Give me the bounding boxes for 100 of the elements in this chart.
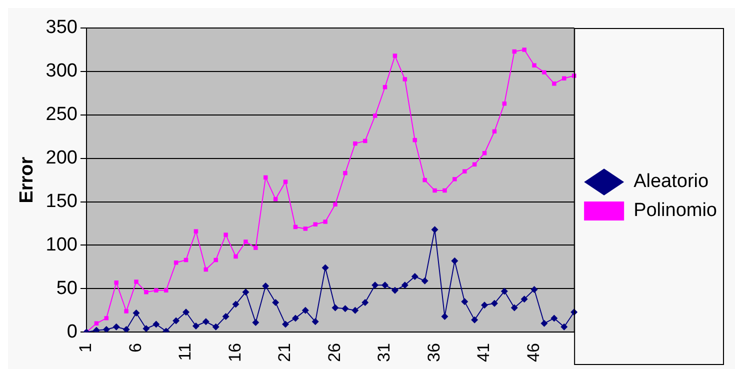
legend-label: Aleatorio	[634, 171, 709, 192]
y-tick-label: 350	[46, 17, 78, 38]
point	[212, 323, 220, 330]
point	[432, 188, 437, 193]
point	[540, 320, 548, 327]
point	[114, 280, 118, 285]
point	[272, 299, 280, 306]
point	[92, 326, 100, 332]
x-tick-label: 11	[176, 343, 195, 361]
point	[142, 325, 150, 332]
y-tick-label: 250	[46, 104, 78, 126]
point	[224, 232, 228, 237]
y-tick-label: 0	[66, 321, 78, 342]
point	[372, 114, 378, 118]
y-tick-label: 200	[46, 148, 78, 169]
point	[422, 178, 427, 182]
point	[154, 288, 158, 293]
point	[313, 222, 318, 226]
point	[192, 322, 200, 330]
point	[302, 306, 309, 314]
point	[262, 282, 270, 290]
point	[560, 323, 568, 330]
point	[500, 288, 508, 295]
point	[352, 306, 359, 314]
point	[172, 317, 180, 324]
point	[244, 240, 248, 244]
x-tick-label: 6	[126, 343, 145, 353]
point	[232, 300, 240, 308]
point	[282, 320, 290, 328]
x-tick-label: 31	[374, 343, 394, 362]
x-tick-label: 36	[424, 343, 444, 362]
point	[411, 272, 418, 280]
point	[490, 300, 498, 307]
point	[292, 314, 299, 322]
x-tick-label: 16	[225, 343, 244, 362]
point	[441, 312, 448, 320]
x-tick-label: 1	[76, 343, 96, 353]
point	[242, 288, 250, 296]
point	[402, 77, 408, 82]
point	[323, 220, 328, 224]
point	[252, 319, 260, 326]
point	[362, 299, 369, 306]
point	[421, 277, 428, 284]
point	[332, 304, 339, 312]
point	[401, 282, 408, 289]
y-tick-label: 300	[46, 60, 78, 82]
point	[322, 264, 329, 272]
x-tick-label: 41	[474, 343, 494, 362]
point	[462, 169, 467, 174]
point	[222, 312, 230, 320]
point	[214, 258, 218, 262]
point	[132, 309, 140, 316]
point	[510, 304, 518, 312]
point	[451, 257, 458, 264]
point	[273, 197, 278, 202]
point	[124, 309, 128, 314]
point	[471, 316, 478, 324]
y-axis-title: Error	[16, 156, 38, 204]
point	[343, 170, 348, 176]
point	[392, 54, 398, 58]
point	[152, 320, 160, 328]
point	[182, 308, 190, 316]
point	[234, 254, 238, 259]
y-tick-label: 150	[46, 191, 78, 212]
point	[550, 314, 558, 322]
point	[342, 305, 349, 312]
x-tick-label: 26	[324, 343, 344, 362]
point	[542, 70, 546, 74]
point	[283, 180, 288, 184]
point	[530, 286, 538, 294]
y-tick-label: 100	[46, 234, 78, 256]
point	[532, 63, 536, 68]
point	[372, 282, 379, 289]
point	[134, 280, 138, 284]
point	[112, 323, 120, 330]
point	[431, 226, 438, 234]
point	[461, 298, 468, 306]
point	[312, 318, 319, 326]
point	[522, 48, 526, 52]
point	[452, 177, 457, 182]
point	[194, 229, 198, 234]
point	[254, 246, 258, 250]
point	[412, 138, 417, 142]
x-tick-label: 46	[524, 343, 543, 362]
point	[512, 49, 516, 54]
point	[552, 81, 556, 86]
y-tick-label: 50	[56, 278, 78, 299]
point	[481, 302, 488, 309]
point	[202, 318, 210, 326]
point	[391, 286, 398, 294]
point	[102, 326, 110, 332]
x-tick-label: 21	[275, 343, 294, 362]
point	[333, 202, 338, 206]
point	[122, 326, 130, 332]
point	[382, 282, 389, 289]
point	[104, 316, 109, 320]
point	[520, 296, 528, 303]
point	[144, 290, 148, 294]
legend-label: Polinomio	[634, 200, 718, 222]
point	[353, 141, 358, 146]
